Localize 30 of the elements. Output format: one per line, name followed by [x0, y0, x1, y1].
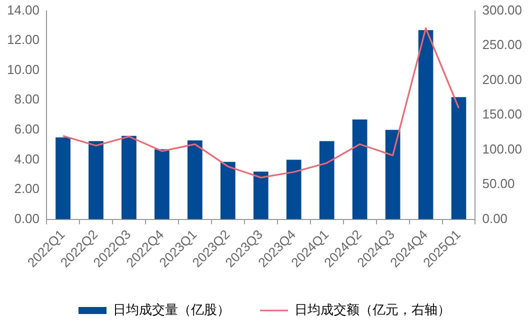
- y-tick-label: 12.00: [6, 32, 40, 48]
- legend-label: 日均成交量（亿股）: [113, 302, 230, 318]
- y2-tick-label: 250.00: [482, 37, 522, 52]
- y2-tick-label: 0.00: [482, 210, 508, 226]
- y-tick-label: 4.00: [14, 151, 40, 166]
- bar: [352, 119, 368, 220]
- bar: [418, 30, 434, 220]
- bar: [451, 97, 466, 220]
- bar: [286, 160, 302, 220]
- bar: [253, 172, 268, 220]
- y2-tick-label: 200.00: [482, 72, 522, 87]
- bar: [88, 141, 104, 220]
- bar: [122, 136, 136, 220]
- y2-tick-label: 300.00: [482, 2, 522, 18]
- y2-tick-label: 50.00: [482, 176, 515, 192]
- legend-label: 日均成交额（亿元，右轴）: [294, 302, 450, 318]
- y-tick-label: 6.00: [14, 121, 40, 136]
- bar: [154, 149, 170, 220]
- bar: [188, 140, 202, 220]
- bar: [220, 162, 236, 220]
- y-tick-label: 0.00: [14, 210, 40, 226]
- y-tick-label: 10.00: [6, 62, 40, 77]
- y-tick-label: 8.00: [14, 92, 40, 107]
- y2-tick-label: 100.00: [482, 141, 522, 156]
- bar: [319, 141, 334, 220]
- y-tick-label: 14.00: [6, 2, 40, 18]
- bar: [56, 137, 70, 220]
- y2-tick-label: 150.00: [482, 106, 522, 122]
- y-tick-label: 2.00: [14, 181, 40, 196]
- bar: [385, 130, 400, 220]
